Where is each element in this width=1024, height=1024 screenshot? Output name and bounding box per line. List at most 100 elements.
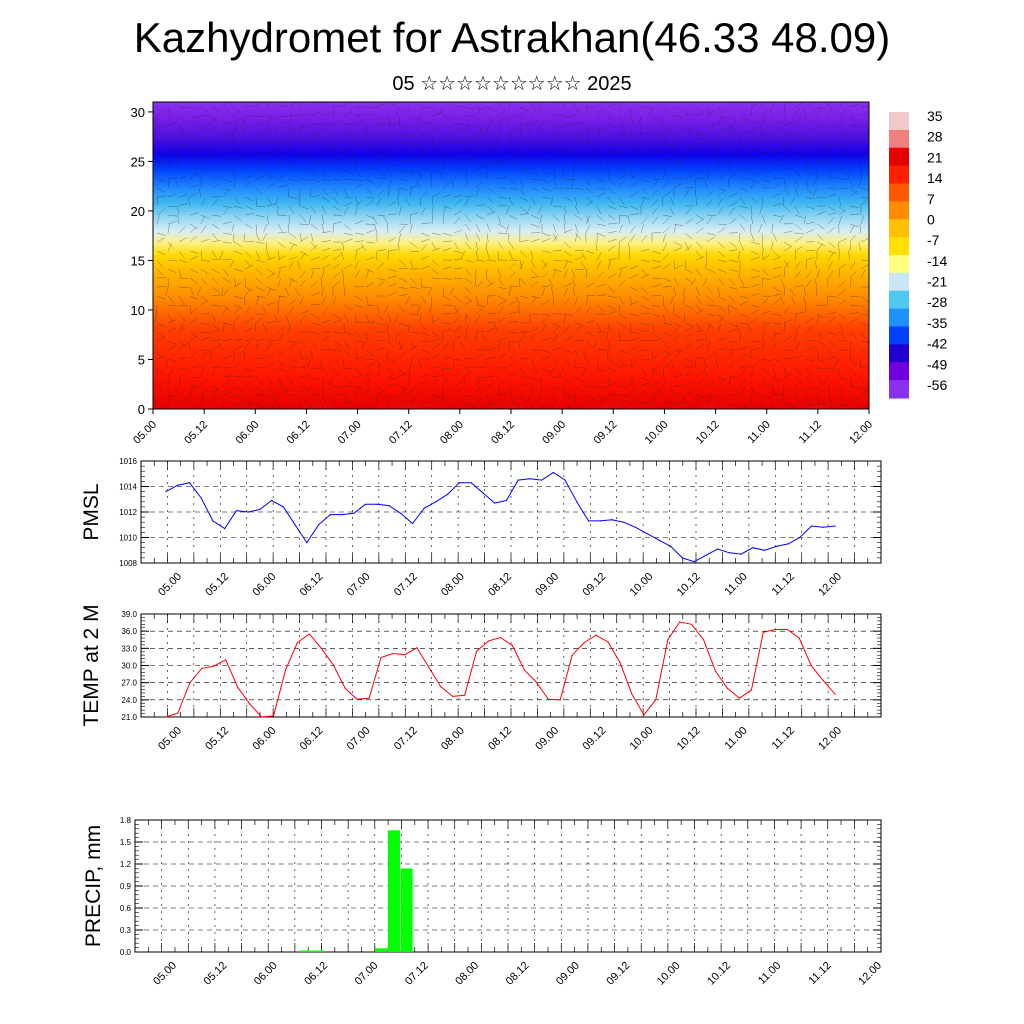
wind-barb xyxy=(343,232,353,236)
wind-barb xyxy=(629,115,635,125)
wind-barb xyxy=(541,287,546,297)
wind-barb xyxy=(816,340,826,346)
wind-barb xyxy=(486,394,490,404)
wind-barb xyxy=(178,356,188,360)
wind-barb xyxy=(827,241,836,248)
pmsl-xtick-label: 11.12 xyxy=(770,571,797,598)
wind-barb xyxy=(354,200,363,207)
wind-barb xyxy=(662,170,667,180)
precip-bar xyxy=(375,948,388,952)
wind-barb xyxy=(640,259,650,263)
wind-barb xyxy=(508,372,517,378)
wind-barb xyxy=(387,179,393,189)
wind-barb xyxy=(706,152,711,162)
wind-barb xyxy=(442,342,449,351)
wind-barb xyxy=(518,277,521,288)
wind-barb xyxy=(376,157,386,162)
wind-barb xyxy=(703,359,708,369)
wind-barb xyxy=(779,214,785,223)
wind-barb xyxy=(541,261,548,270)
wind-barb xyxy=(596,232,606,237)
wind-barb xyxy=(375,395,378,405)
pmsl-point xyxy=(447,493,449,495)
wind-barb xyxy=(596,367,606,373)
pmsl-xtick-label: 08.00 xyxy=(439,571,467,599)
wind-barb xyxy=(431,196,434,207)
wind-barb xyxy=(794,117,801,126)
wind-barb xyxy=(307,358,312,368)
wind-barb xyxy=(442,115,452,120)
wind-barb xyxy=(717,313,724,322)
wind-barb xyxy=(453,398,462,405)
wind-barb xyxy=(417,304,422,314)
wind-barb xyxy=(277,185,287,189)
wind-barb xyxy=(706,322,715,329)
wind-barb xyxy=(783,154,791,162)
wind-barb xyxy=(661,196,664,207)
wind-barb xyxy=(552,113,562,117)
wind-barb xyxy=(640,224,644,234)
wind-barb xyxy=(747,323,752,333)
wind-barb xyxy=(420,322,427,331)
wind-barb xyxy=(572,169,576,179)
wind-barb xyxy=(222,143,225,153)
wind-barb xyxy=(277,265,287,270)
wind-barb xyxy=(640,286,648,294)
wind-barb xyxy=(629,205,639,210)
wind-barb xyxy=(321,178,331,181)
wind-barb xyxy=(739,378,746,387)
wind-barb xyxy=(255,232,260,242)
wind-barb xyxy=(541,187,551,192)
wind-barb xyxy=(517,305,521,315)
wind-barb xyxy=(728,135,735,144)
wind-barb xyxy=(156,349,162,359)
wind-barb xyxy=(849,271,857,279)
wind-barb xyxy=(508,160,518,165)
wind-barb xyxy=(189,167,199,171)
wind-barb xyxy=(585,160,593,168)
wind-barb xyxy=(761,268,769,276)
wind-barb xyxy=(750,241,760,245)
wind-barb xyxy=(805,326,814,333)
wind-barb xyxy=(629,213,639,216)
wind-barb xyxy=(189,351,196,360)
wind-barb xyxy=(299,151,307,159)
wind-barb xyxy=(266,176,276,180)
wind-barb xyxy=(739,286,750,289)
wind-barb xyxy=(343,151,349,160)
wind-barb xyxy=(662,295,664,306)
wind-barb xyxy=(299,112,309,117)
wind-barb xyxy=(684,106,689,116)
wind-barb xyxy=(189,106,199,110)
wind-barb xyxy=(768,107,774,117)
wind-barb xyxy=(189,172,197,180)
wind-barb xyxy=(849,191,858,198)
wind-barb xyxy=(717,106,725,114)
wind-barb xyxy=(464,115,475,117)
wind-barb xyxy=(805,178,809,188)
wind-barb xyxy=(299,236,308,243)
wind-barb xyxy=(409,340,416,349)
wind-barb xyxy=(596,178,606,182)
wind-barb xyxy=(299,141,310,144)
wind-barb xyxy=(683,313,686,323)
precip-xtick-label: 08.00 xyxy=(453,960,481,988)
wind-barb xyxy=(618,304,620,315)
wind-barb xyxy=(442,194,452,198)
wind-barb xyxy=(794,178,799,188)
wind-barb xyxy=(277,241,286,248)
wind-barb xyxy=(233,109,241,117)
wind-barb xyxy=(573,160,576,171)
wind-barb xyxy=(629,274,639,279)
wind-barb xyxy=(365,214,375,220)
wind-barb xyxy=(673,322,683,328)
wind-barb xyxy=(717,277,724,286)
wind-barb xyxy=(695,309,704,315)
wind-barb xyxy=(662,157,672,162)
wind-barb xyxy=(354,374,364,378)
wind-barb xyxy=(167,133,173,143)
wind-barb xyxy=(827,193,837,198)
wind-barb xyxy=(805,259,808,270)
wind-barb xyxy=(310,376,320,381)
pmsl-point xyxy=(517,479,519,481)
